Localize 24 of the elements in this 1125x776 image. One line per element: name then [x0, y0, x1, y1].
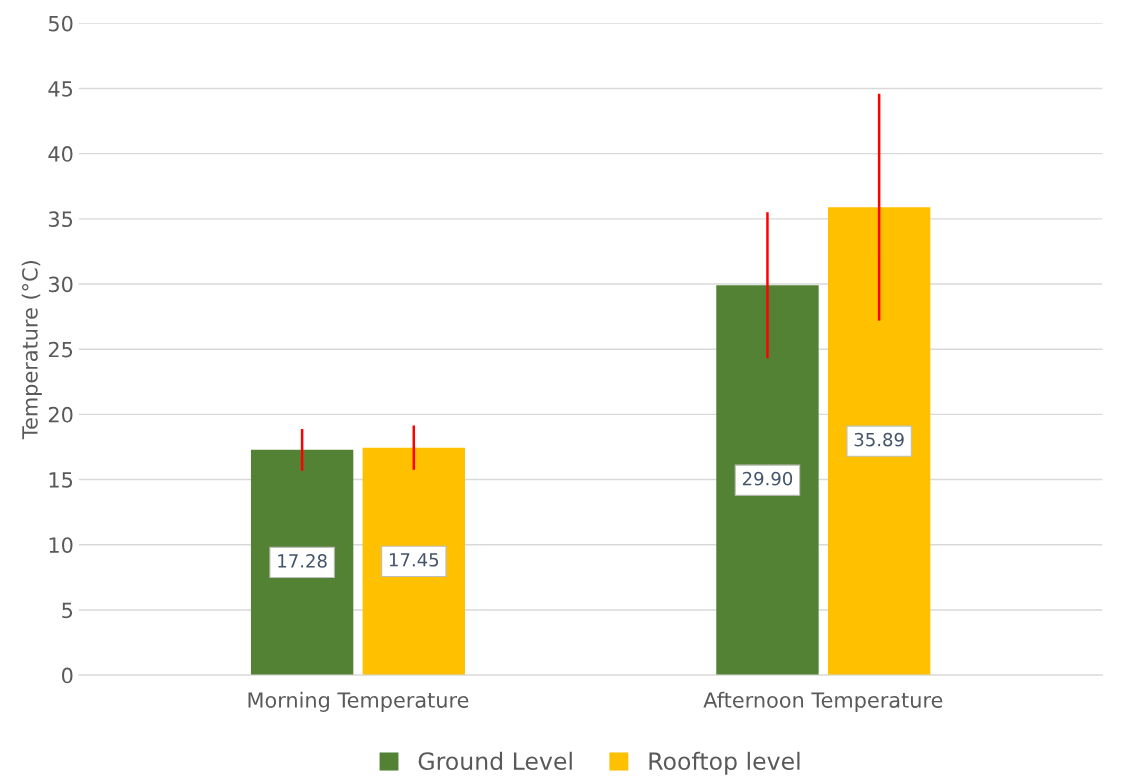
data-label: 17.45 — [389, 553, 439, 567]
bar — [716, 285, 819, 676]
bar — [827, 207, 931, 676]
y-tick-label: 35 — [48, 211, 73, 228]
y-tick-label: 40 — [48, 146, 73, 162]
bar — [250, 449, 354, 676]
legend-label: Rooftop level — [649, 751, 800, 775]
x-tick-label: Morning Temperature — [248, 691, 469, 712]
y-tick-label: 25 — [48, 341, 73, 358]
data-label: 35.89 — [854, 432, 904, 447]
y-tick-label: 5 — [62, 602, 73, 619]
y-tick-label: 15 — [49, 472, 73, 488]
y-tick-label: 20 — [48, 406, 73, 423]
y-tick-label: 10 — [49, 537, 73, 553]
data-label: 17.28 — [278, 554, 327, 568]
data-label: 29.90 — [742, 471, 793, 486]
bar — [362, 447, 465, 676]
y-tick-label: 45 — [48, 81, 73, 97]
y-tick-label: 30 — [48, 276, 73, 293]
y-tick-label: 50 — [48, 15, 73, 32]
legend-label: Ground Level — [418, 751, 572, 771]
x-tick-label: Afternoon Temperature — [703, 691, 943, 712]
y-tick-label: 0 — [62, 667, 73, 684]
y-axis-title: Temperature (°C) — [21, 261, 42, 440]
